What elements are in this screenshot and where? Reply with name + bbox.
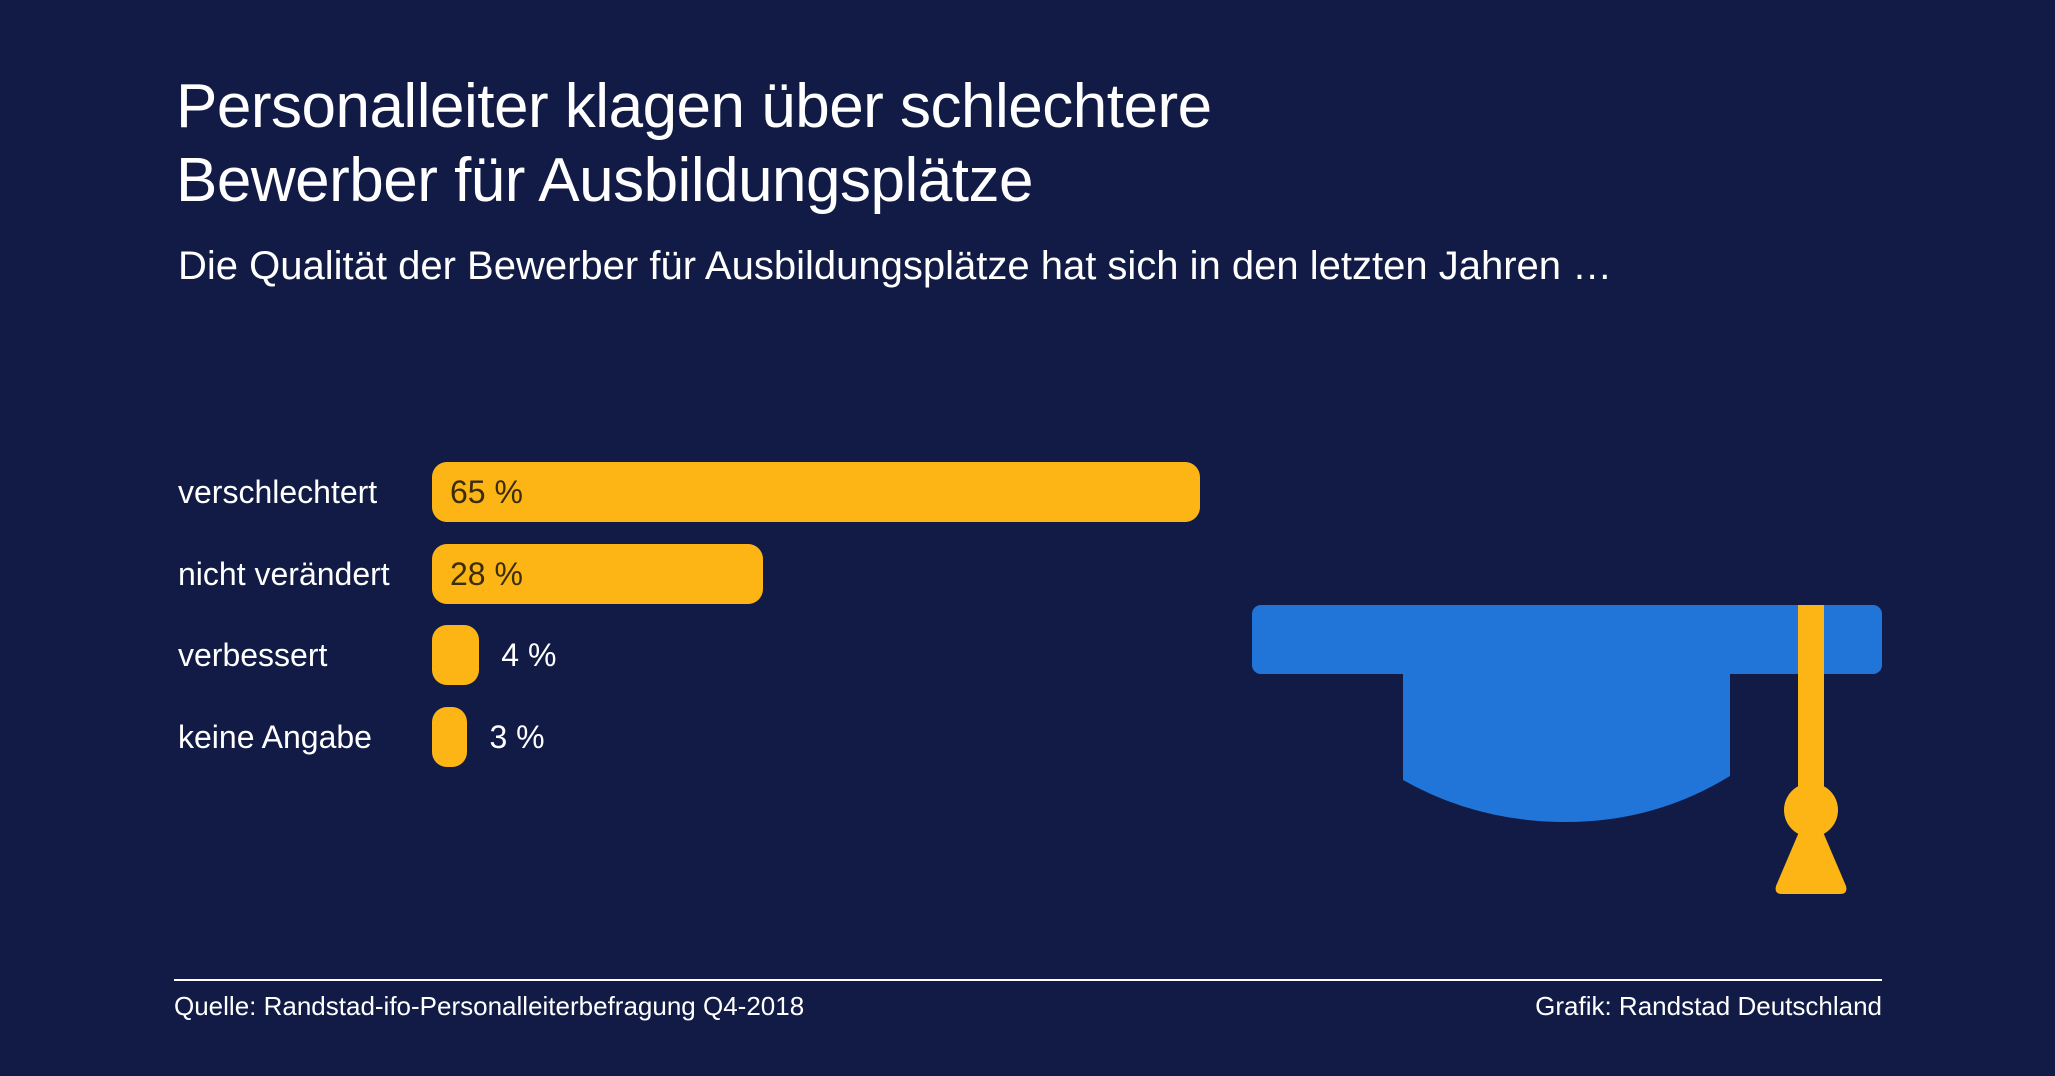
chart-subtitle: Die Qualität der Bewerber für Ausbildung… [178, 244, 1613, 288]
bar [432, 625, 480, 685]
bar [432, 706, 468, 767]
chart-title: Personalleiter klagen über schlechtere B… [176, 70, 1212, 218]
credit-note: Grafik: Randstad Deutschland [1535, 991, 1882, 1021]
graduation-cap-crown [1403, 660, 1730, 822]
bar [432, 462, 1200, 522]
graduation-cap-tassel-fringe [1775, 832, 1847, 894]
graduation-cap-tassel-knot [1784, 783, 1838, 837]
source-note: Quelle: Randstad-ifo-Personalleiterbefra… [174, 991, 805, 1021]
bar [432, 543, 763, 604]
category-label: verbessert [178, 637, 328, 673]
graduation-cap-tassel-cord [1798, 605, 1824, 801]
category-label: keine Angabe [178, 718, 372, 755]
value-label: 28 % [450, 555, 523, 592]
value-label: 65 % [450, 474, 523, 510]
graduation-cap-board [1252, 605, 1882, 674]
bar-chart: verschlechtert 65 % nicht verändert 28 % ver… [0, 0, 1240, 800]
chart-title-line-1: Personalleiter klagen über schlechtere [176, 72, 1212, 141]
footer-divider [174, 979, 1882, 981]
graduation-cap-icon [1252, 605, 1882, 894]
category-label: verschlechtert [178, 474, 378, 510]
value-label: 3 % [489, 718, 545, 755]
category-label: nicht verändert [178, 555, 390, 592]
value-label: 4 % [501, 637, 557, 673]
chart-title-line-2: Bewerber für Ausbildungsplätze [176, 146, 1033, 215]
